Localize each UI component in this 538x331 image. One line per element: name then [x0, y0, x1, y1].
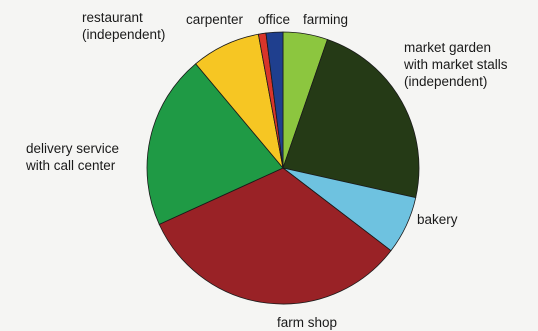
slice-label-line: farming — [303, 12, 348, 27]
pie-slices — [146, 31, 420, 305]
slice-label-4: delivery service with call center — [25, 141, 119, 173]
slice-label-line: with market stalls — [403, 57, 508, 72]
slice-label-line: farm shop — [277, 315, 337, 330]
pie-slice-3 — [158, 167, 392, 305]
slice-label-6: carpenter — [186, 12, 244, 27]
slice-label-line: delivery service — [26, 141, 119, 156]
pie-slice-4 — [146, 63, 284, 225]
slice-label-line: restaurant — [82, 10, 143, 25]
slice-label-5: restaurant (independent) — [82, 10, 165, 42]
slice-label-line: with call center — [25, 158, 116, 173]
slice-label-line: carpenter — [186, 12, 244, 27]
pie-slice-1 — [282, 38, 420, 199]
slice-label-7: office — [258, 12, 290, 27]
slice-label-line: office — [258, 12, 290, 27]
slice-label-1: market garden with market stalls (independ… — [403, 40, 508, 89]
slice-label-line: (independent) — [404, 74, 487, 89]
pie-slice-7 — [265, 31, 284, 169]
slice-label-0: farming — [303, 12, 348, 27]
slice-label-3: farm shop — [277, 315, 337, 330]
slice-label-line: bakery — [417, 212, 458, 227]
slice-label-line: (independent) — [82, 27, 165, 42]
slice-label-line: market garden — [404, 40, 491, 55]
slice-label-2: bakery — [417, 212, 458, 227]
slice-labels: farming market garden with market stalls (i… — [25, 10, 508, 330]
